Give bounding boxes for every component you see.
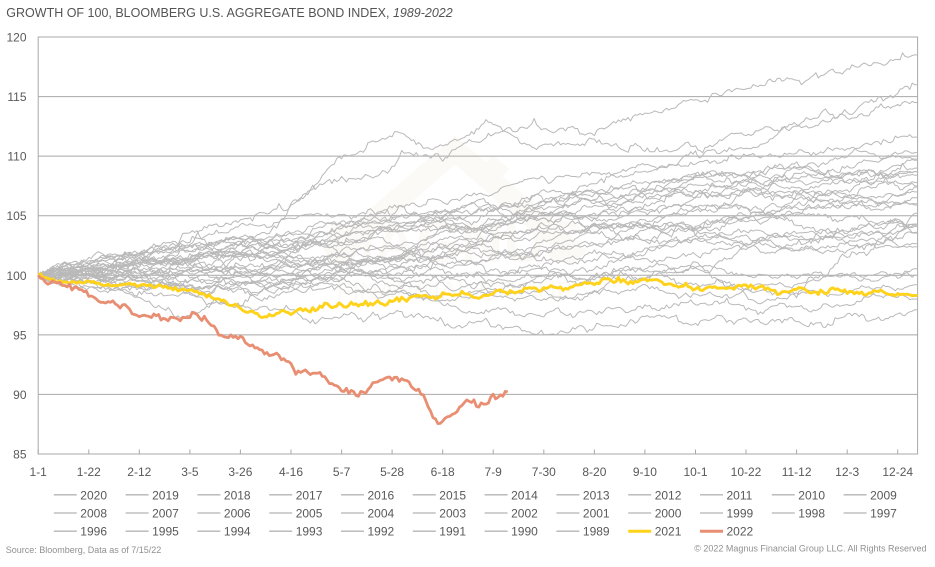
svg-text:105: 105 (6, 209, 26, 223)
svg-text:2002: 2002 (511, 507, 538, 521)
svg-text:2006: 2006 (224, 507, 251, 521)
svg-text:1995: 1995 (152, 525, 179, 539)
svg-text:2014: 2014 (511, 488, 538, 502)
svg-text:1990: 1990 (511, 525, 538, 539)
svg-text:1-22: 1-22 (77, 465, 101, 479)
svg-text:90: 90 (13, 388, 27, 402)
svg-text:85: 85 (13, 448, 27, 462)
svg-text:© 2022 Magnus Financial Group: © 2022 Magnus Financial Group LLC. All R… (694, 544, 926, 554)
svg-text:6-18: 6-18 (431, 465, 455, 479)
svg-text:3-5: 3-5 (181, 465, 199, 479)
svg-text:2019: 2019 (152, 488, 179, 502)
svg-text:5-7: 5-7 (333, 465, 351, 479)
svg-text:2017: 2017 (296, 488, 323, 502)
svg-text:1999: 1999 (727, 507, 754, 521)
svg-text:2005: 2005 (296, 507, 323, 521)
svg-text:1994: 1994 (224, 525, 251, 539)
svg-text:110: 110 (7, 150, 26, 164)
svg-text:5-28: 5-28 (380, 465, 404, 479)
svg-text:1989: 1989 (583, 525, 610, 539)
svg-text:12-3: 12-3 (835, 465, 859, 479)
svg-text:95: 95 (13, 328, 27, 342)
svg-text:2-12: 2-12 (127, 465, 151, 479)
svg-text:11-12: 11-12 (782, 465, 812, 479)
svg-text:2010: 2010 (798, 488, 825, 502)
svg-text:2009: 2009 (870, 488, 897, 502)
svg-text:2013: 2013 (583, 488, 610, 502)
svg-text:10-1: 10-1 (683, 465, 707, 479)
svg-text:GROWTH OF 100, BLOOMBERG U.S.: GROWTH OF 100, BLOOMBERG U.S. AGGREGATE … (6, 6, 452, 20)
svg-text:2000: 2000 (655, 507, 682, 521)
svg-text:2003: 2003 (439, 507, 466, 521)
svg-text:2022: 2022 (727, 525, 754, 539)
svg-text:2012: 2012 (655, 488, 682, 502)
svg-text:10-22: 10-22 (731, 465, 762, 479)
svg-text:4-16: 4-16 (279, 465, 303, 479)
svg-text:7-30: 7-30 (532, 465, 556, 479)
svg-text:1991: 1991 (439, 525, 466, 539)
svg-text:2011: 2011 (727, 488, 753, 502)
svg-text:2020: 2020 (80, 488, 107, 502)
svg-text:100: 100 (6, 269, 26, 283)
svg-text:115: 115 (7, 90, 26, 104)
svg-text:2015: 2015 (439, 488, 466, 502)
svg-text:1992: 1992 (368, 525, 395, 539)
svg-text:Source: Bloomberg, Data as of: Source: Bloomberg, Data as of 7/15/22 (6, 545, 162, 555)
svg-text:2007: 2007 (152, 507, 179, 521)
svg-text:2001: 2001 (583, 507, 610, 521)
svg-text:1998: 1998 (798, 507, 825, 521)
svg-text:1997: 1997 (870, 507, 897, 521)
svg-text:1996: 1996 (80, 525, 107, 539)
svg-text:12-24: 12-24 (882, 465, 913, 479)
svg-text:120: 120 (6, 31, 26, 45)
svg-text:2018: 2018 (224, 488, 251, 502)
svg-text:3-26: 3-26 (228, 465, 252, 479)
svg-text:2008: 2008 (80, 507, 107, 521)
svg-text:2004: 2004 (368, 507, 395, 521)
svg-text:8-20: 8-20 (582, 465, 606, 479)
svg-text:2021: 2021 (655, 525, 682, 539)
svg-text:9-10: 9-10 (633, 465, 657, 479)
svg-text:1993: 1993 (296, 525, 323, 539)
svg-text:1-1: 1-1 (30, 465, 48, 479)
svg-text:2016: 2016 (368, 488, 395, 502)
svg-text:7-9: 7-9 (485, 465, 503, 479)
